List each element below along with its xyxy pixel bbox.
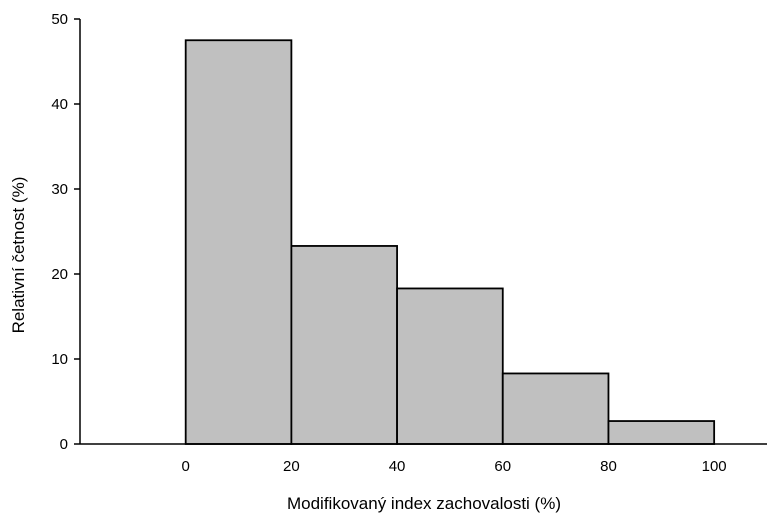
y-axis-title: Relativní četnost (%) <box>9 177 28 334</box>
histogram-bar-0-20 <box>184 39 293 445</box>
y-tick-label: 30 <box>51 181 68 198</box>
x-tick-label: 0 <box>182 458 190 475</box>
histogram-bar-80-100 <box>607 420 716 445</box>
y-tick-label: 50 <box>51 11 68 28</box>
x-tick-label: 20 <box>283 458 300 475</box>
x-axis-title: Modifikovaný index zachovalosti (%) <box>287 494 561 513</box>
y-tick-label: 0 <box>60 436 68 453</box>
bars-layer <box>184 39 716 445</box>
x-tick-label: 100 <box>702 458 727 475</box>
histogram-bar-60-80 <box>501 372 610 445</box>
histogram-bar-40-60 <box>396 287 504 445</box>
histogram-bar-20-40 <box>290 245 398 445</box>
y-tick-label: 40 <box>51 96 68 113</box>
y-tick-label: 10 <box>51 351 68 368</box>
x-tick-label: 60 <box>494 458 511 475</box>
x-tick-label: 40 <box>389 458 406 475</box>
axes-layer <box>79 19 767 445</box>
x-ticks-layer: 0 20 40 60 80 100 <box>182 458 727 475</box>
x-tick-label: 80 <box>600 458 617 475</box>
y-tick-label: 20 <box>51 266 68 283</box>
y-ticks-layer: 0 10 20 30 40 50 <box>51 11 80 453</box>
